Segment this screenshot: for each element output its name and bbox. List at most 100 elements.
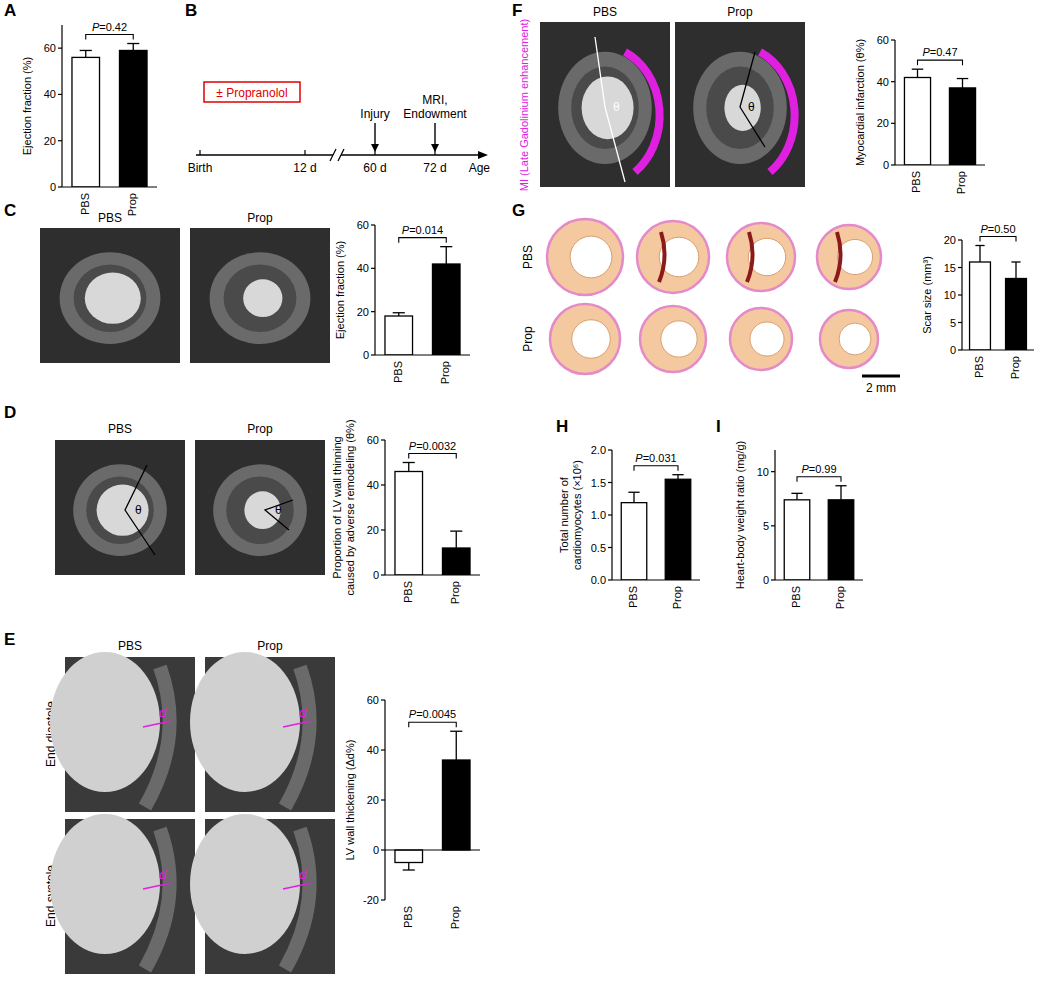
time-label: 60 d [363,161,386,175]
category-label: PBS [627,586,639,608]
time-label: 72 d [423,161,446,175]
y-tick [891,39,895,40]
x-axis [962,349,1034,350]
bar [395,850,423,863]
panel-c-images: PBSProp [40,211,330,363]
angle-symbol: θ [613,100,620,114]
y-tick [381,899,385,900]
mri-image [190,228,330,363]
time-label: Birth [188,161,213,175]
angle-lines [265,500,293,530]
y-axis [384,440,385,575]
panel-letter: B [185,1,197,20]
category-label: PBS [392,361,404,383]
error-bar [393,313,405,316]
timeline: Birth12 d60 d72 dAge± PropranololInjuryM… [188,82,491,175]
side-label: MI (Late Gadolinium enhancement) [518,19,530,191]
lv-cavity [85,273,141,324]
error-cap [791,493,802,494]
time-tick [304,150,305,155]
axis-break [338,149,344,161]
p-value: P=0.99 [801,463,836,475]
lumen [839,323,871,355]
image-label: Prop [247,422,273,436]
arrow-head [478,151,488,159]
y-tick [371,354,375,355]
mri-image [55,440,185,575]
bar-chart: PBSProp0204060Ejection fraction (%)P=0.4… [21,21,157,217]
thickness-symbol: d [159,705,167,720]
category-label: PBS [910,171,922,193]
y-tick-label: 60 [367,434,379,446]
error-cap [403,869,415,870]
lv-wall [145,829,170,969]
y-tick [608,449,612,450]
mri-image: d [190,814,335,974]
thickness-symbol: d [299,867,307,882]
label-line: cardiomyocytes (×10⁶) [571,460,583,570]
panel-letter: H [556,417,568,436]
error-cap [672,474,683,475]
error-cap [393,312,405,313]
panel-e-images: PBSPropEnd diastoleddEnd systoledd [44,639,335,974]
time-tick [199,150,200,155]
category-label: Prop [449,906,461,929]
heart-section [640,306,706,372]
y-tick [771,579,775,580]
error-bar [403,463,415,472]
y-tick [381,749,385,750]
error-cap [835,485,846,486]
y-tick-label: 40 [44,88,56,100]
error-line [840,486,841,500]
y-tick-label: 15 [944,262,956,274]
event-arrow-head [431,144,439,152]
event-label: Injury [360,107,389,121]
y-tick-label: 1.0 [591,509,606,521]
angle-symbol: θ [135,503,142,517]
mri-image [675,22,805,187]
label-line: caused by adverse remodeling (θ%) [344,419,356,595]
y-axis [374,225,375,355]
plot-area [904,69,975,165]
y-tick [381,439,385,440]
bar [442,760,470,850]
label-line: Ejection fraction (%) [334,241,346,339]
myocardium [86,476,154,544]
significance-bracket [797,477,841,482]
p-value: P=0.0045 [409,708,456,720]
image-label: PBS [118,639,142,653]
p-value: P=0.0032 [409,440,456,452]
panel-d-images: PBSθPropθ [55,422,325,575]
error-line [456,731,457,760]
event-arrow-head [371,144,379,152]
y-tick-label: 0 [363,349,369,361]
y-axis-label: Heart-body weight ratio (mg/g) [734,441,746,590]
error-cap [440,246,452,247]
lumen [750,322,784,356]
y-tick [608,579,612,580]
bar-chart: PBSProp0.00.51.01.52.0Total number ofcar… [558,444,700,609]
treatment-label: ± Propranolol [216,86,287,100]
bar-chart: PBSProp0510Heart-body weight ratio (mg/g… [734,441,863,610]
y-tick [608,482,612,483]
bar [432,264,460,355]
bar [904,78,930,166]
heart-section [727,223,795,291]
row-label: PBS [521,245,535,269]
bar [395,472,423,576]
p-value: P=0.50 [980,223,1015,235]
y-tick [381,699,385,700]
significance-bracket [980,237,1016,242]
y-tick [58,48,62,49]
p-value: P=0.42 [92,21,127,33]
heart-section [820,310,878,368]
late-enhancement [760,52,795,172]
significance-bracket [409,722,457,727]
panel-g-images: PBSProp2 mm [521,219,900,395]
y-tick [891,164,895,165]
bar-chart: PBSProp0204060Proportion of LV wall thin… [331,419,480,604]
angle-lines [740,52,765,147]
y-tick-label: 40 [367,744,379,756]
bar [784,500,810,580]
thickness-marker [143,721,171,727]
